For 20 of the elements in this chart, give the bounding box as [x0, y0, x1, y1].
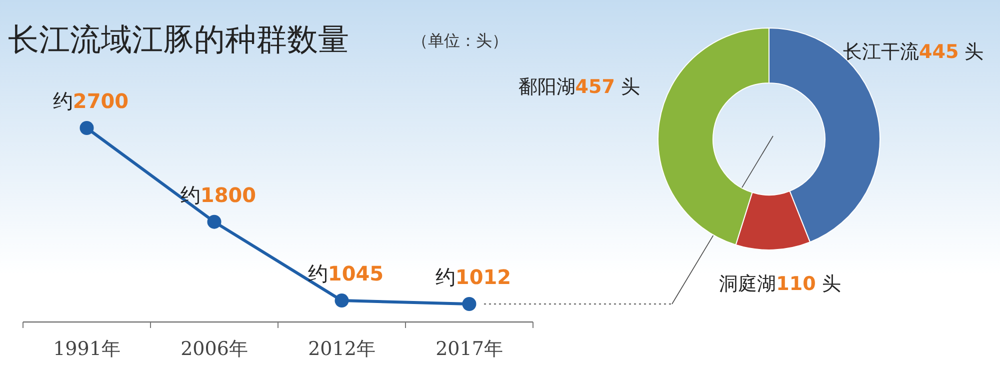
x-tick-label: 2006年: [180, 338, 248, 360]
data-label: 约2700: [52, 89, 129, 113]
x-tick-label: 1991年: [53, 338, 120, 360]
data-label: 110 头: [776, 273, 841, 295]
point: [462, 297, 476, 311]
data-label: 445 头: [919, 41, 984, 63]
x-tick-label: 2017年: [436, 338, 503, 360]
point: [334, 294, 349, 308]
slice-label: 洞庭湖: [719, 273, 776, 295]
x-tick-label: 2012年: [308, 338, 376, 360]
point: [80, 121, 94, 135]
data-label: 约1045: [308, 262, 384, 286]
data-label: 457 头: [575, 76, 640, 98]
data-label: 约1012: [435, 265, 512, 289]
slice-label: 鄱阳湖: [518, 76, 576, 98]
chart-title: 长江流域江豚的种群数量: [8, 22, 349, 58]
point: [207, 214, 222, 229]
slice-label: 长江干流: [843, 41, 919, 63]
data-label: 约1800: [180, 182, 256, 207]
chart-subtitle: （单位：头）: [412, 31, 508, 50]
